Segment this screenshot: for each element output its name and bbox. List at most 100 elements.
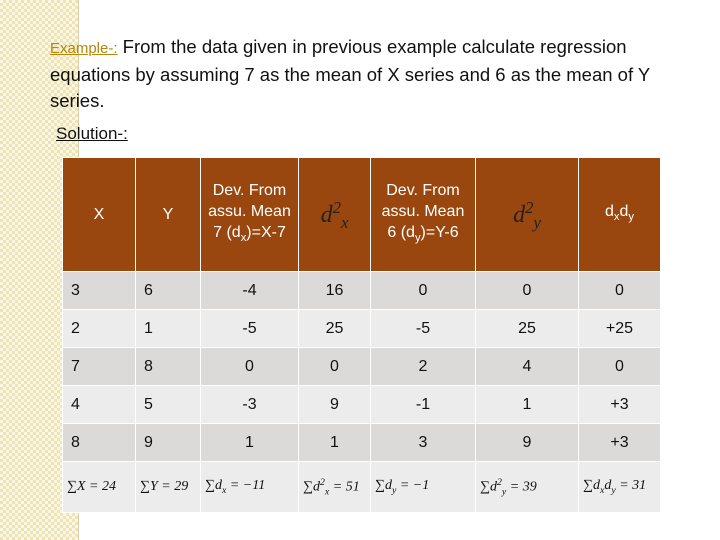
cell: 0: [475, 271, 579, 310]
total-cell: ∑dx = −11: [200, 461, 299, 513]
cell-text: X: [93, 206, 105, 223]
cell: +3: [578, 423, 661, 462]
cell-text: d: [604, 478, 612, 494]
cell: 25: [475, 309, 579, 348]
cell: 2: [370, 347, 476, 386]
cell: 1: [135, 309, 201, 348]
cell-text: = 51: [329, 479, 360, 495]
cell-text: )=X-7: [246, 223, 286, 241]
data-row: 8 9 1 1 3 9 +3: [62, 423, 661, 462]
cell-text: x: [221, 484, 227, 496]
cell: 0: [298, 347, 371, 386]
cell-text: 2: [525, 197, 534, 217]
header-cell: Dev. From assu. Mean 6 (dy)=Y-6: [370, 157, 476, 272]
cell: 8: [135, 347, 201, 386]
cell-text: ∑d: [375, 478, 392, 494]
cell: -1: [370, 385, 476, 424]
table: X Y Dev. From assu. Mean 7 (dx)=X-7 d2x Dev.…: [62, 157, 661, 513]
cell-text: ∑d: [583, 478, 600, 494]
cell-text: )=Y-6: [420, 223, 459, 241]
cell-text: ∑d: [205, 478, 222, 494]
cell: 0: [200, 347, 299, 386]
cell: 6: [135, 271, 201, 310]
cell-text: y: [533, 212, 541, 232]
intro: Example-: From the data given in previou…: [50, 34, 695, 114]
cell-text: 2: [319, 476, 325, 488]
cell-text: y: [414, 232, 421, 245]
intro-text: From the data given in previous example …: [50, 36, 650, 111]
cell-text: x: [599, 484, 605, 496]
header-cell: Y: [135, 157, 201, 272]
cell-text: d: [320, 201, 333, 228]
cell: 9: [298, 385, 371, 424]
cell: 3: [370, 423, 476, 462]
cell: 0: [578, 347, 661, 386]
header-cell: d2x: [298, 157, 371, 272]
cell-text: Dev. From assu. Mean 7 (d: [208, 181, 291, 241]
cell: 2: [62, 309, 136, 348]
cell: 1: [200, 423, 299, 462]
data-row: 3 6 -4 16 0 0 0: [62, 271, 661, 310]
cell: -5: [370, 309, 476, 348]
cell-text: x: [613, 211, 620, 224]
cell-text: y: [501, 486, 507, 498]
cell-text: x: [340, 212, 349, 232]
cell-text: 2: [332, 197, 341, 217]
cell-text: y: [611, 484, 616, 496]
data-row: 4 5 -3 9 -1 1 +3: [62, 385, 661, 424]
cell: 7: [62, 347, 136, 386]
cell: 4: [475, 347, 579, 386]
totals-row: ∑X = 24 ∑Y = 29 ∑dx = −11 ∑d2x = 51 ∑dy = −1…: [62, 461, 661, 513]
cell: 9: [135, 423, 201, 462]
total-cell: ∑d2y = 39: [475, 461, 579, 513]
cell: 1: [298, 423, 371, 462]
cell-text: d: [619, 202, 629, 220]
cell: 16: [298, 271, 371, 310]
header-cell: X: [62, 157, 136, 272]
header-row: X Y Dev. From assu. Mean 7 (dx)=X-7 d2x Dev.…: [62, 157, 661, 272]
cell-text: = 31: [615, 478, 647, 494]
header-cell: d2y: [475, 157, 579, 272]
cell-text: ∑Y = 29: [140, 479, 189, 494]
cell: 5: [135, 385, 201, 424]
cell-text: 2: [496, 476, 502, 488]
total-cell: ∑d2x = 51: [298, 461, 371, 513]
cell: 9: [475, 423, 579, 462]
header-cell: Dev. From assu. Mean 7 (dx)=X-7: [200, 157, 299, 272]
cell: 25: [298, 309, 371, 348]
cell: +3: [578, 385, 661, 424]
cell-text: x: [324, 486, 330, 498]
cell-text: ∑d: [303, 479, 320, 495]
cell-text: y: [628, 211, 634, 224]
cell: 8: [62, 423, 136, 462]
cell-text: ∑d: [480, 479, 497, 495]
cell-text: Y: [162, 206, 174, 223]
solution-label: Solution-:: [56, 124, 128, 143]
total-cell: ∑dxdy = 31: [578, 461, 661, 513]
cell: 0: [370, 271, 476, 310]
total-cell: ∑X = 24: [62, 461, 136, 513]
cell: 4: [62, 385, 136, 424]
cell-text: y: [391, 484, 397, 496]
example-label: Example-:: [50, 40, 118, 57]
cell: +25: [578, 309, 661, 348]
cell-text: = 39: [506, 479, 537, 495]
cell-text: d: [513, 201, 526, 228]
cell-text: ∑X = 24: [67, 479, 116, 494]
cell: 0: [578, 271, 661, 310]
cell-text: d: [605, 202, 614, 220]
cell-text: = −1: [396, 478, 430, 494]
total-cell: ∑dy = −1: [370, 461, 476, 513]
total-cell: ∑Y = 29: [135, 461, 201, 513]
cell-text: x: [240, 232, 247, 245]
cell: -5: [200, 309, 299, 348]
data-row: 2 1 -5 25 -5 25 +25: [62, 309, 661, 348]
cell: -4: [200, 271, 299, 310]
header-cell: dxdy: [578, 157, 661, 272]
cell: 1: [475, 385, 579, 424]
cell: 3: [62, 271, 136, 310]
cell-text: Dev. From assu. Mean 6 (d: [381, 181, 465, 241]
cell-text: = −11: [226, 478, 266, 494]
